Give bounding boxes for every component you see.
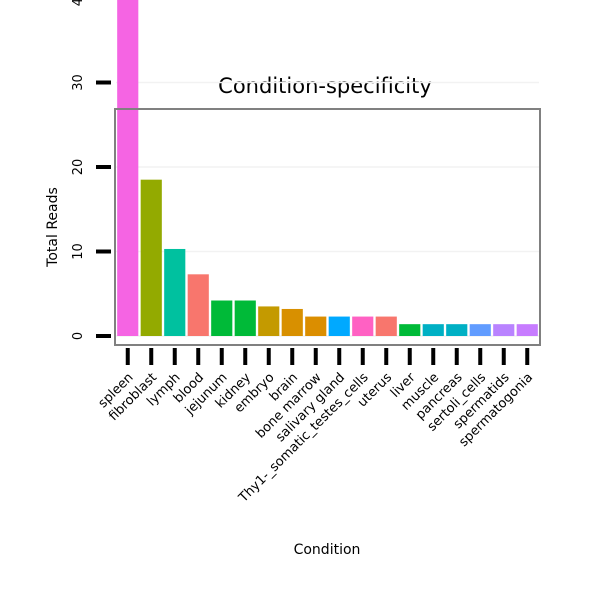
bar [516,324,538,336]
bar [422,324,444,336]
bar [140,179,162,336]
bar [399,324,421,336]
y-axis: 01020304050 [71,0,111,340]
bar [469,324,491,336]
bar [446,324,468,336]
bar [211,300,233,336]
bar [117,0,139,336]
gridlines [116,81,539,337]
bar [305,316,327,336]
bar [258,306,280,336]
bar [234,300,256,336]
x-axis-title: Condition [294,542,361,558]
bar [493,324,515,336]
y-tick-label: 10 [71,243,86,260]
bar [328,316,350,336]
bar [187,274,209,336]
y-axis-title: Total Reads [45,187,61,268]
bar [164,248,186,336]
y-tick-label: 20 [71,159,86,176]
plot-frame [114,108,541,346]
y-tick-label: 40 [71,0,86,6]
y-tick-label: 0 [71,332,86,340]
bar [375,316,397,336]
chart-title: Condition-specificity [218,74,432,98]
bars [117,0,538,336]
y-tick-label: 30 [71,74,86,91]
bar [281,308,303,336]
x-axis: spleenfibroblastlymphbloodjejunumkidneye… [96,348,536,506]
bar [352,316,374,336]
